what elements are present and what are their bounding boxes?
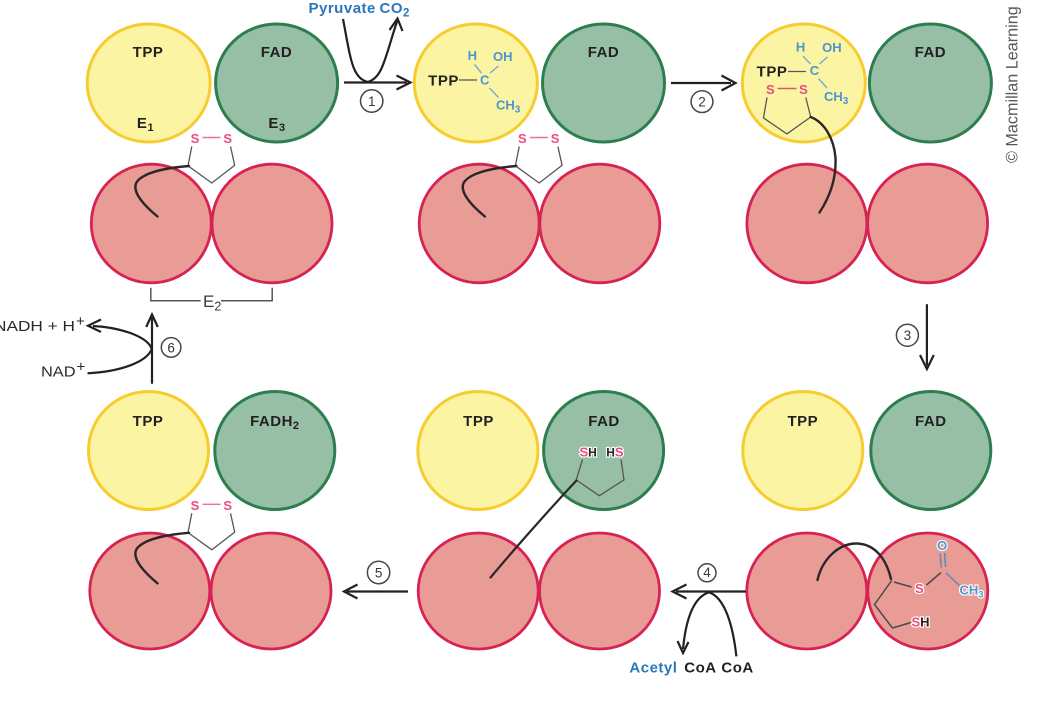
- svg-text:5: 5: [375, 565, 383, 580]
- svg-text:Acetyl: Acetyl: [629, 659, 677, 676]
- svg-text:S: S: [915, 581, 924, 596]
- svg-text:S: S: [223, 131, 232, 146]
- svg-text:+: +: [76, 313, 85, 330]
- svg-text:CO2: CO2: [380, 0, 410, 20]
- svg-text:TPP: TPP: [463, 413, 494, 430]
- svg-text:S: S: [766, 82, 775, 97]
- svg-text:FAD: FAD: [915, 413, 947, 430]
- svg-text:NADH + H: NADH + H: [0, 318, 75, 335]
- svg-text:FAD: FAD: [915, 44, 947, 61]
- svg-text:+: +: [77, 359, 86, 376]
- svg-text:NAD: NAD: [41, 364, 76, 381]
- svg-text:C: C: [810, 63, 820, 78]
- svg-text:OH: OH: [493, 49, 513, 64]
- svg-text:O: O: [937, 538, 947, 553]
- svg-text:© Macmillan Learning: © Macmillan Learning: [1004, 6, 1022, 163]
- svg-text:4: 4: [703, 565, 711, 580]
- svg-text:1: 1: [368, 94, 376, 109]
- svg-text:CoA: CoA: [721, 659, 753, 676]
- svg-text:S: S: [191, 498, 200, 513]
- svg-text:SH: SH: [912, 614, 930, 629]
- svg-text:E2: E2: [203, 292, 221, 314]
- svg-text:S: S: [799, 82, 808, 97]
- svg-text:TPP: TPP: [133, 44, 164, 61]
- svg-text:OH: OH: [822, 40, 842, 55]
- svg-text:TPP: TPP: [133, 413, 164, 430]
- svg-text:Pyruvate: Pyruvate: [309, 0, 376, 17]
- svg-text:FADH2: FADH2: [250, 413, 299, 432]
- svg-text:6: 6: [167, 340, 175, 355]
- svg-text:TPP: TPP: [787, 413, 818, 430]
- svg-text:FAD: FAD: [588, 413, 620, 430]
- svg-text:S: S: [551, 131, 560, 146]
- svg-text:SH: SH: [580, 445, 597, 460]
- svg-text:2: 2: [698, 95, 706, 110]
- svg-text:S: S: [191, 131, 200, 146]
- svg-text:FAD: FAD: [588, 44, 620, 61]
- svg-text:TPP: TPP: [757, 63, 788, 80]
- svg-text:CH3: CH3: [496, 98, 521, 116]
- svg-text:H: H: [468, 48, 477, 63]
- svg-text:H: H: [796, 39, 805, 54]
- svg-text:CH3: CH3: [824, 89, 849, 107]
- svg-text:S: S: [518, 131, 527, 146]
- svg-text:CH3: CH3: [960, 583, 984, 601]
- svg-text:TPP: TPP: [428, 72, 459, 89]
- svg-text:FAD: FAD: [261, 44, 293, 61]
- svg-text:CoA: CoA: [684, 659, 716, 676]
- svg-text:C: C: [480, 73, 490, 88]
- svg-text:HS: HS: [606, 445, 624, 460]
- svg-text:3: 3: [904, 328, 912, 343]
- svg-text:S: S: [223, 498, 232, 513]
